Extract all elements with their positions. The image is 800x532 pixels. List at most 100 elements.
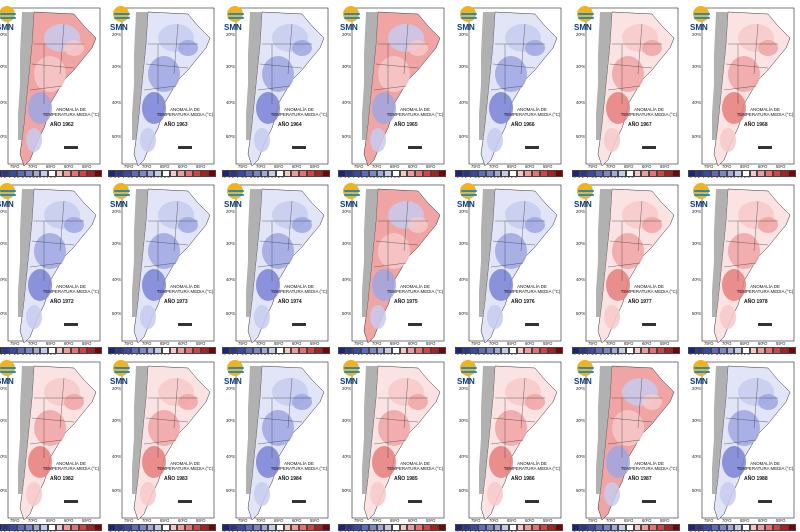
anomaly-region [372,269,396,301]
province-border [607,262,641,268]
scale-bar [642,146,656,149]
scale-bar [642,323,656,326]
map-title: ANOMALÍA DE TEMPERATURA MEDIA (°C) [386,461,444,471]
colorbar-swatch [695,524,704,531]
colorbar-swatch [314,347,323,354]
longitude-label: 75ºO [124,518,134,523]
map-panel-1978: SMN 20ºS 30ºS 40ºS 50ºS 75ºO 70ºO 65ºO 60ºO 55ºO A… [688,181,796,355]
longitude-label: 65ºO [740,518,750,523]
scale-bar [758,323,772,326]
logo-text: SMN [690,377,708,386]
longitude-label: 70ºO [606,341,616,346]
colorbar-swatch [695,170,704,177]
longitude-label: 75ºO [588,164,598,169]
longitude-label: 60ºO [758,341,768,346]
colorbar-swatch [478,170,486,177]
map-title: ANOMALÍA DE TEMPERATURA MEDIA (°C) [736,107,794,117]
longitude-label: 55ºO [310,518,320,523]
logo-text: SMN [690,23,708,32]
longitude-label: 55ºO [776,518,786,523]
longitude-label: 65ºO [160,518,170,523]
colorbar-swatch [438,524,446,531]
colorbar-swatch [726,347,735,354]
colorbar-swatch [353,524,362,531]
andes-relief [362,189,378,317]
colorbar-swatch [572,347,580,354]
year-label: AÑO 1985 [394,476,418,482]
colorbar-swatch [470,524,479,531]
map-title: ANOMALÍA DE TEMPERATURA MEDIA (°C) [156,107,214,117]
colorbar-swatch [633,524,642,531]
anomaly-region [26,128,42,152]
colorbar-swatch [237,524,246,531]
colorbar-ticks: -2 -1.5 -1 -0.5 -0.2 0.2 0.5 1 1.5 2 [688,353,750,355]
colorbar-swatch [664,170,673,177]
anomaly-region [525,217,545,233]
year-label: AÑO 1968 [744,122,768,128]
colorbar-swatch [524,170,533,177]
longitude-label: 60ºO [642,164,652,169]
colorbar-swatch [245,347,253,354]
colorbar-swatch [703,347,712,354]
colorbar-swatch [399,170,408,177]
colorbar-swatch [55,347,64,354]
colorbar-swatch [688,524,696,531]
colorbar-swatch [169,524,178,531]
colorbar-swatch [579,524,588,531]
latitude-label: 20ºS [459,386,468,391]
year-label: AÑO 1977 [628,299,652,305]
longitude-label: 65ºO [740,164,750,169]
colorbar-swatch [539,347,548,354]
scale-bar [64,500,78,503]
colorbar-swatch [9,170,18,177]
colorbar-swatch [485,347,494,354]
logo-text: SMN [574,23,592,32]
colorbar-swatch [146,170,155,177]
colorbar-swatch [641,524,650,531]
andes-relief [596,12,612,140]
colorbar-swatch [462,347,471,354]
colorbar-swatch [734,524,743,531]
andes-relief [18,12,34,140]
anomaly-region [34,56,66,92]
anomaly-region [26,305,42,329]
colorbar-swatch [40,170,49,177]
colorbar-ticks: -2 -1.5 -1 -0.5 -0.2 0.2 0.5 1 1.5 2 [338,353,400,355]
andes-relief [18,189,34,317]
province-border [492,417,536,423]
colorbar-swatch [146,347,155,354]
colorbar-swatch [539,170,548,177]
longitude-label: 55ºO [82,164,92,169]
latitude-label: 40ºS [0,454,7,459]
colorbar-swatch [24,170,33,177]
colorbar [572,524,680,531]
longitude-label: 60ºO [64,518,74,523]
colorbar-swatch [765,347,773,354]
anomaly-region [378,410,410,446]
colorbar-swatch [353,170,362,177]
colorbar-swatch [291,524,300,531]
longitude-label: 55ºO [543,164,553,169]
colorbar-swatch [516,170,525,177]
colorbar-swatch [55,524,64,531]
map-panel-1976: SMN 20ºS 30ºS 40ºS 50ºS 75ºO 70ºO 65ºO 60ºO 55ºO A… [455,181,563,355]
longitude-label: 65ºO [160,341,170,346]
map-title: ANOMALÍA DE TEMPERATURA MEDIA (°C) [270,284,328,294]
colorbar-swatch [772,347,781,354]
map-panel-1985: SMN 20ºS 30ºS 40ºS 50ºS 75ºO 70ºO 65ºO 60ºO 55ºO A… [338,358,446,532]
longitude-label: 75ºO [10,164,20,169]
colorbar-swatch [94,347,102,354]
colorbar-swatch [237,347,246,354]
colorbar-swatch [222,524,230,531]
colorbar-swatch [108,347,116,354]
argentina-map [351,184,445,344]
smn-logo: SMN [574,183,598,213]
latitude-label: 30ºS [459,418,468,423]
anomaly-region [604,128,620,152]
latitude-label: 20ºS [576,209,585,214]
colorbar-ticks: -2 -1.5 -1 -0.5 -0.2 0.2 0.5 1 1.5 2 [688,176,750,178]
province-border [753,200,759,252]
province-border [403,23,409,75]
colorbar-swatch [222,170,230,177]
year-label: AÑO 1978 [744,299,768,305]
